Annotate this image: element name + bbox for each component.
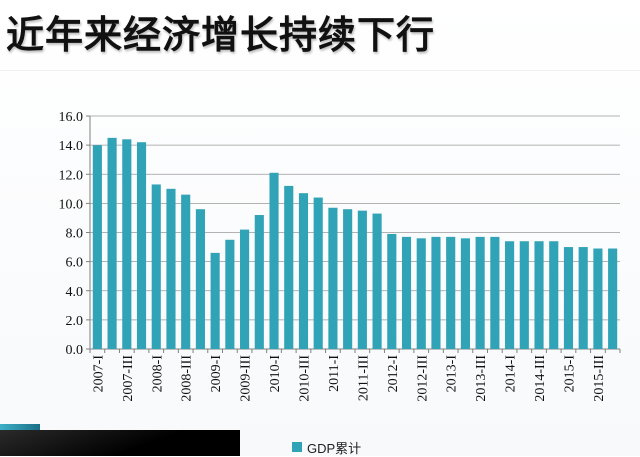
x-tick-label: 2015-I	[562, 355, 577, 393]
bar	[490, 236, 500, 349]
bar	[210, 252, 220, 349]
legend-label: GDP累计	[307, 440, 362, 456]
bar	[122, 139, 132, 349]
x-tick-label: 2013-I	[445, 355, 460, 393]
x-tick-label: 2012-III	[415, 355, 430, 402]
x-tick-label: 2009-I	[209, 355, 224, 393]
y-tick-label: 0.0	[66, 343, 84, 358]
decorative-corner-band	[0, 424, 240, 456]
bar	[563, 247, 574, 349]
bar	[578, 247, 588, 349]
x-tick-label: 2007-III	[121, 355, 136, 402]
x-tick-label: 2010-III	[297, 355, 312, 402]
y-tick-label: 6.0	[66, 256, 84, 271]
x-tick-label: 2015-III	[592, 355, 607, 402]
bar	[343, 209, 353, 349]
bar	[195, 209, 205, 349]
bar	[313, 197, 323, 349]
bar	[136, 142, 147, 349]
bar	[107, 137, 117, 349]
page-title: 近年来经济增长持续下行	[6, 13, 436, 57]
bar	[416, 238, 426, 349]
bar	[446, 236, 456, 349]
y-tick-label: 12.0	[59, 168, 84, 183]
bar	[225, 239, 235, 349]
y-tick-label: 2.0	[66, 314, 84, 329]
bar	[519, 241, 529, 349]
legend-swatch	[292, 442, 302, 452]
bar	[254, 215, 264, 349]
bar	[181, 194, 191, 349]
bar	[460, 238, 470, 349]
y-tick-label: 14.0	[59, 139, 84, 154]
bar	[298, 193, 309, 349]
x-tick-label: 2010-I	[268, 355, 283, 393]
x-tick-label: 2014-I	[504, 355, 519, 393]
y-tick-label: 8.0	[66, 227, 84, 242]
bar	[166, 188, 176, 349]
bar	[269, 172, 279, 349]
y-tick-label: 4.0	[66, 285, 84, 300]
x-tick-label: 2008-I	[150, 355, 165, 393]
y-tick-label: 10.0	[59, 197, 84, 212]
bar	[92, 145, 102, 349]
x-tick-label: 2009-III	[239, 355, 254, 402]
bar	[608, 248, 618, 349]
bar	[401, 236, 412, 349]
bar	[505, 241, 515, 349]
x-tick-label: 2008-III	[180, 355, 195, 402]
bar	[284, 185, 294, 349]
bar	[328, 207, 338, 349]
bar	[431, 236, 441, 349]
bar	[387, 233, 397, 349]
x-tick-label: 2012-I	[386, 355, 401, 393]
bar	[534, 241, 544, 349]
bar	[549, 241, 559, 349]
x-tick-label: 2014-III	[533, 355, 548, 402]
x-tick-label: 2013-III	[474, 355, 489, 402]
bar	[475, 236, 485, 349]
x-tick-label: 2011-I	[327, 355, 342, 392]
x-tick-label: 2007-I	[91, 355, 106, 393]
bar	[357, 210, 367, 349]
bar	[240, 229, 250, 349]
bar	[372, 213, 382, 349]
chart-legend: GDP累计	[292, 438, 361, 456]
bar	[593, 248, 603, 349]
x-tick-label: 2011-III	[356, 355, 371, 401]
title-divider	[0, 70, 640, 71]
y-tick-label: 16.0	[59, 110, 84, 125]
bar	[151, 184, 161, 349]
